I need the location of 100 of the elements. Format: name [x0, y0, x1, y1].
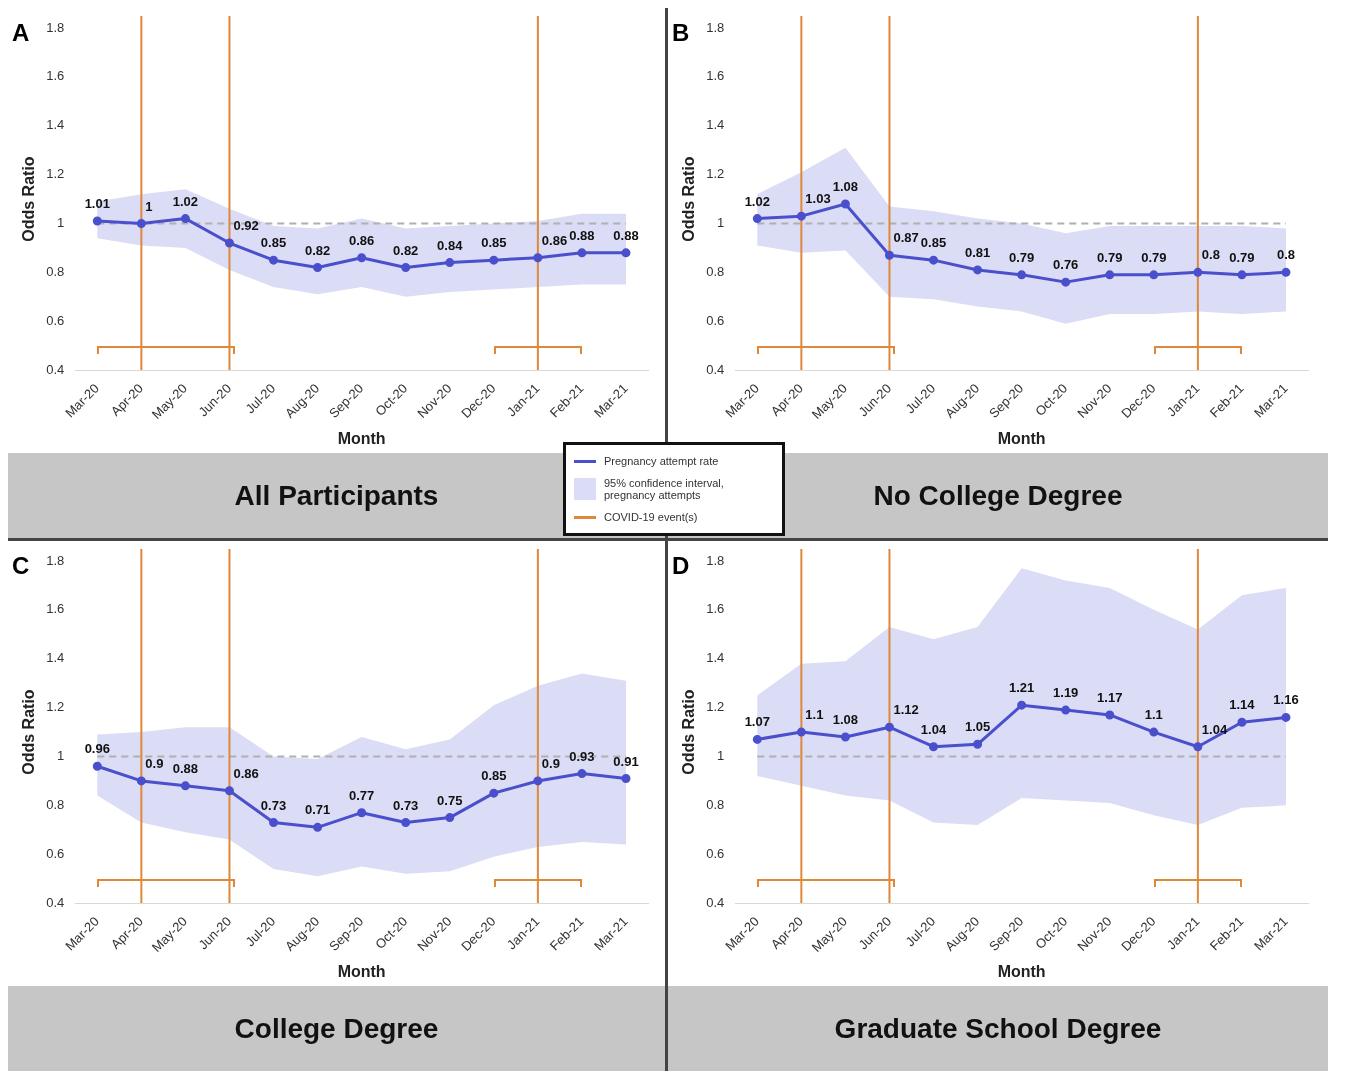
- y-tick-label: 1.6: [706, 68, 725, 84]
- x-axis-title: Month: [337, 962, 386, 980]
- y-tick-label: 1.4: [46, 117, 65, 133]
- y-tick-label: 0.8: [46, 796, 65, 812]
- data-label: 0.8: [1276, 247, 1296, 263]
- data-label: 1.02: [172, 193, 199, 209]
- data-label: 0.71: [304, 802, 331, 818]
- y-axis-title: Odds Ratio: [20, 156, 38, 242]
- x-axis-title: Month: [997, 962, 1046, 980]
- data-label: 1.1: [805, 707, 824, 723]
- data-label: 0.96: [84, 741, 110, 757]
- y-tick-label: 1.8: [706, 19, 725, 35]
- y-tick-label: 1.6: [706, 601, 725, 617]
- y-tick-label: 0.6: [46, 845, 65, 861]
- data-label: 1.08: [832, 712, 859, 728]
- y-tick-label: 1.6: [46, 68, 65, 84]
- data-label: 0.88: [569, 227, 595, 243]
- y-tick-label: 1.4: [706, 650, 725, 666]
- y-tick-label: 0.4: [706, 361, 725, 377]
- data-label: 1.17: [1097, 690, 1123, 706]
- data-label: 0.79: [1229, 249, 1255, 265]
- y-tick-label: 1.6: [46, 601, 65, 617]
- y-axis-title: Odds Ratio: [680, 689, 698, 775]
- y-tick-label: 1.2: [46, 166, 65, 182]
- data-label: 1: [145, 198, 153, 214]
- data-label: 0.86: [348, 232, 375, 248]
- y-tick-label: 1.8: [46, 19, 65, 35]
- y-tick-label: 1.2: [706, 166, 725, 182]
- data-label: 1.05: [964, 719, 991, 735]
- data-label: 1.16: [1273, 692, 1299, 708]
- data-label: 0.85: [920, 235, 947, 251]
- data-label: 0.9: [145, 756, 164, 772]
- data-label: 0.81: [964, 245, 991, 260]
- x-axis-title: Month: [337, 429, 386, 447]
- y-tick-label: 1: [717, 748, 725, 764]
- text: 95% confidence interval, pregnancy attempts: [604, 477, 725, 501]
- data-label: 0.82: [393, 242, 419, 258]
- y-tick-label: 0.4: [706, 894, 725, 910]
- data-label: 0.77: [348, 787, 375, 803]
- data-label: 0.86: [541, 232, 568, 248]
- data-label: 0.88: [172, 760, 199, 776]
- data-label: 0.79: [1008, 249, 1035, 265]
- text: C: [12, 551, 30, 579]
- data-label: 1.14: [1229, 697, 1256, 713]
- y-tick-label: 0.6: [706, 845, 725, 861]
- data-label: 1.04: [920, 721, 947, 737]
- data-label: 1.03: [805, 191, 831, 207]
- y-tick-label: 0.6: [706, 312, 725, 328]
- x-axis-title: Month: [997, 429, 1046, 447]
- y-tick-label: 1.4: [706, 117, 725, 133]
- data-label: 0.85: [260, 235, 287, 251]
- y-tick-label: 1: [57, 748, 65, 764]
- data-label: 0.8: [1201, 247, 1220, 263]
- data-label: 0.73: [260, 797, 287, 813]
- data-label: 1.21: [1008, 680, 1035, 696]
- data-label: 0.85: [481, 235, 507, 251]
- y-tick-label: 0.4: [46, 894, 65, 910]
- data-label: 1.04: [1201, 721, 1228, 737]
- data-label: 1.1: [1144, 707, 1163, 723]
- y-tick-label: 1.8: [706, 552, 725, 568]
- y-tick-label: 0.8: [46, 263, 65, 279]
- text: College Degree: [8, 986, 665, 1071]
- data-label: 0.86: [233, 765, 259, 781]
- y-tick-label: 0.4: [46, 361, 65, 377]
- text: B: [672, 18, 690, 46]
- text: Graduate School Degree: [668, 986, 1328, 1071]
- data-label: 0.91: [613, 753, 639, 769]
- data-label: 1.12: [893, 702, 919, 718]
- y-tick-label: 0.6: [46, 312, 65, 328]
- data-label: 0.76: [1053, 257, 1079, 273]
- y-tick-label: 0.8: [706, 263, 725, 279]
- data-label: 1.07: [744, 714, 770, 730]
- data-label: 0.84: [437, 237, 464, 253]
- y-tick-label: 0.8: [706, 796, 725, 812]
- data-label: 0.85: [481, 768, 507, 784]
- data-label: 0.73: [393, 797, 419, 813]
- data-label: 0.92: [233, 218, 259, 234]
- text: D: [672, 551, 690, 579]
- data-label: 1.19: [1053, 685, 1079, 701]
- data-label: 0.79: [1097, 249, 1123, 265]
- y-tick-label: 1.2: [46, 699, 65, 715]
- data-label: 0.87: [893, 230, 919, 246]
- y-axis-title: Odds Ratio: [680, 156, 698, 242]
- y-axis-title: Odds Ratio: [20, 689, 38, 775]
- text: No College Degree: [873, 479, 1123, 511]
- text: A: [12, 18, 30, 46]
- y-tick-label: 1.8: [46, 552, 65, 568]
- data-label: 0.93: [569, 748, 595, 764]
- text: All Participants: [234, 479, 439, 511]
- data-label: 0.82: [304, 242, 331, 258]
- data-label: 1.01: [84, 196, 110, 212]
- y-tick-label: 1.4: [46, 650, 65, 666]
- data-label: 1.08: [832, 179, 859, 195]
- y-tick-label: 1: [57, 215, 65, 231]
- data-label: 0.79: [1141, 249, 1167, 265]
- data-label: 1.02: [744, 193, 770, 209]
- data-label: 0.88: [613, 227, 639, 243]
- text: COVID-19 event(s): [604, 511, 698, 523]
- legend-label: Pregnancy attempt rate: [604, 455, 719, 467]
- y-tick-label: 1.2: [706, 699, 725, 715]
